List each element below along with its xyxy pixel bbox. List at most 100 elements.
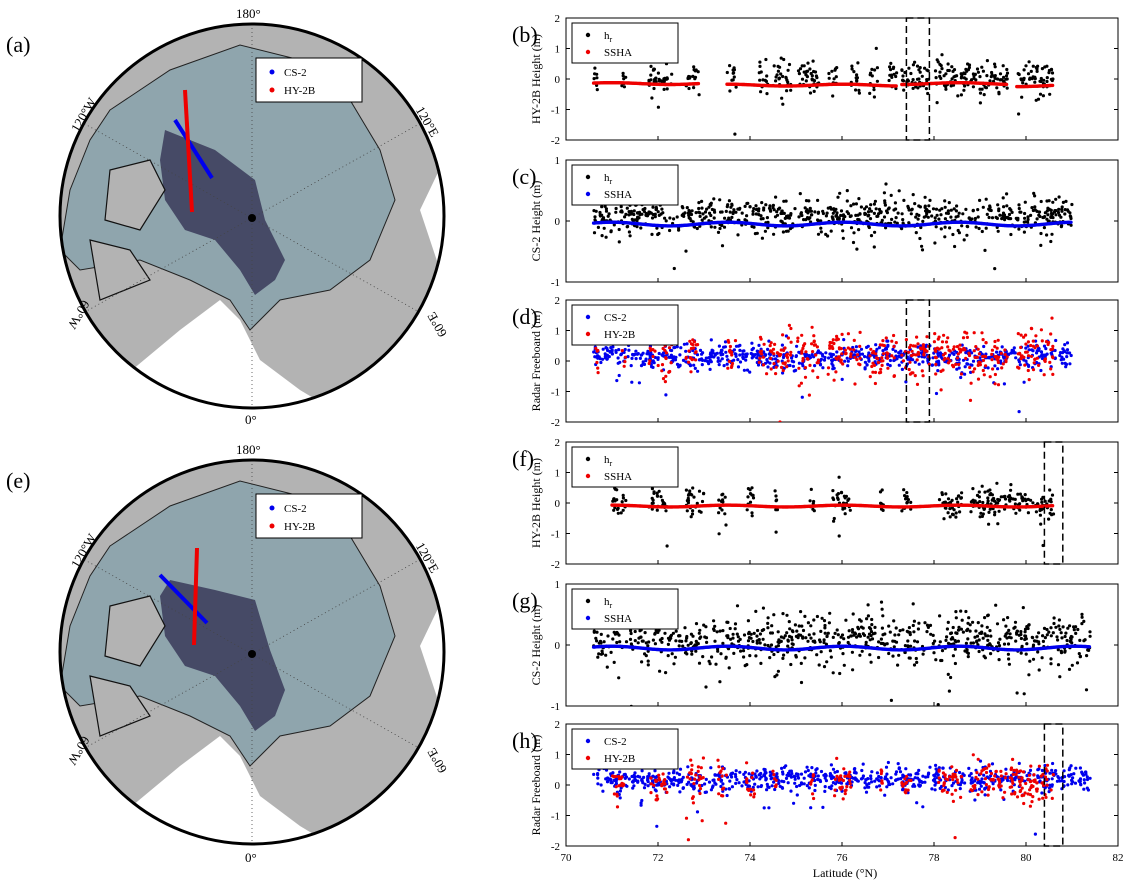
y-tick-label: -1: [551, 701, 560, 713]
data-point: [786, 68, 790, 72]
data-point: [986, 613, 990, 617]
data-point: [794, 655, 798, 659]
data-point: [720, 348, 724, 352]
data-point: [923, 66, 927, 70]
data-point: [839, 213, 843, 218]
data-point: [808, 499, 812, 503]
data-point: [962, 238, 966, 242]
data-point: [978, 356, 982, 360]
data-point: [880, 626, 885, 630]
data-point: [803, 656, 807, 660]
data-point: [689, 370, 693, 374]
data-point: [965, 233, 969, 237]
data-point: [915, 640, 920, 644]
data-point: [892, 645, 896, 649]
data-point: [957, 211, 961, 215]
y-tick-label: -2: [551, 135, 560, 147]
data-point: [916, 350, 921, 355]
data-point: [954, 511, 958, 515]
data-point: [641, 360, 645, 364]
data-point: [822, 665, 827, 669]
data-point: [969, 510, 973, 514]
data-point: [767, 206, 772, 210]
data-point: [901, 78, 905, 82]
data-point: [1009, 488, 1013, 492]
data-point: [696, 369, 700, 373]
data-point: [622, 364, 626, 368]
data-point: [687, 360, 691, 364]
data-point: [892, 358, 896, 363]
data-point: [837, 355, 841, 359]
data-point: [655, 226, 659, 230]
data-point: [954, 215, 958, 219]
data-point: [869, 347, 873, 351]
data-point: [816, 351, 820, 355]
data-point: [652, 490, 656, 494]
data-point: [619, 210, 623, 214]
data-point: [866, 614, 871, 618]
data-point: [742, 655, 746, 659]
data-point: [773, 489, 777, 493]
data-point: [934, 207, 939, 211]
data-point: [702, 491, 706, 495]
data-point: [849, 204, 853, 208]
data-point: [975, 634, 980, 638]
data-point: [976, 347, 980, 351]
data-point: [655, 494, 660, 498]
data-point: [1049, 662, 1053, 666]
data-point: [976, 215, 980, 219]
data-point: [694, 350, 698, 355]
data-point: [752, 207, 756, 211]
data-point: [1049, 626, 1053, 630]
data-point: [715, 351, 719, 355]
data-point: [926, 625, 931, 630]
data-point: [644, 641, 648, 645]
data-point: [873, 230, 877, 234]
data-point: [946, 511, 950, 515]
data-point: [810, 353, 814, 357]
data-point: [604, 653, 608, 657]
series-layer: [610, 475, 1056, 548]
data-point: [884, 226, 888, 230]
data-point: [1083, 638, 1087, 642]
data-point: [966, 68, 971, 72]
data-point: [1032, 361, 1036, 365]
data-point: [957, 362, 961, 367]
data-point: [685, 342, 689, 346]
data-point: [660, 207, 664, 211]
data-point: [983, 490, 987, 494]
data-point: [987, 510, 991, 514]
data-point: [1048, 360, 1052, 364]
data-point: [1045, 199, 1049, 203]
data-point: [960, 618, 964, 622]
data-point: [748, 370, 752, 374]
data-point: [906, 79, 911, 83]
data-point: [663, 380, 668, 384]
data-point: [978, 631, 982, 635]
data-point: [983, 354, 987, 358]
data-point: [728, 626, 732, 631]
data-point: [884, 182, 888, 186]
data-point: [838, 671, 842, 676]
data-point: [1029, 354, 1034, 358]
data-point: [943, 205, 947, 209]
data-point: [1002, 75, 1006, 79]
data-point: [1033, 346, 1037, 350]
data-point: [996, 522, 1000, 526]
data-point: [1018, 363, 1022, 367]
data-point: [1039, 328, 1043, 332]
data-point: [948, 349, 952, 353]
data-point: [913, 60, 917, 64]
data-point: [716, 356, 720, 360]
data-point: [1049, 348, 1053, 352]
data-point: [912, 619, 917, 623]
data-point: [819, 650, 823, 654]
data-point: [1037, 668, 1041, 672]
data-point: [852, 348, 856, 352]
data-point: [709, 203, 713, 207]
y-tick-label: 0: [555, 640, 561, 652]
data-point: [925, 68, 929, 72]
data-point: [730, 78, 734, 82]
data-point: [851, 630, 855, 634]
